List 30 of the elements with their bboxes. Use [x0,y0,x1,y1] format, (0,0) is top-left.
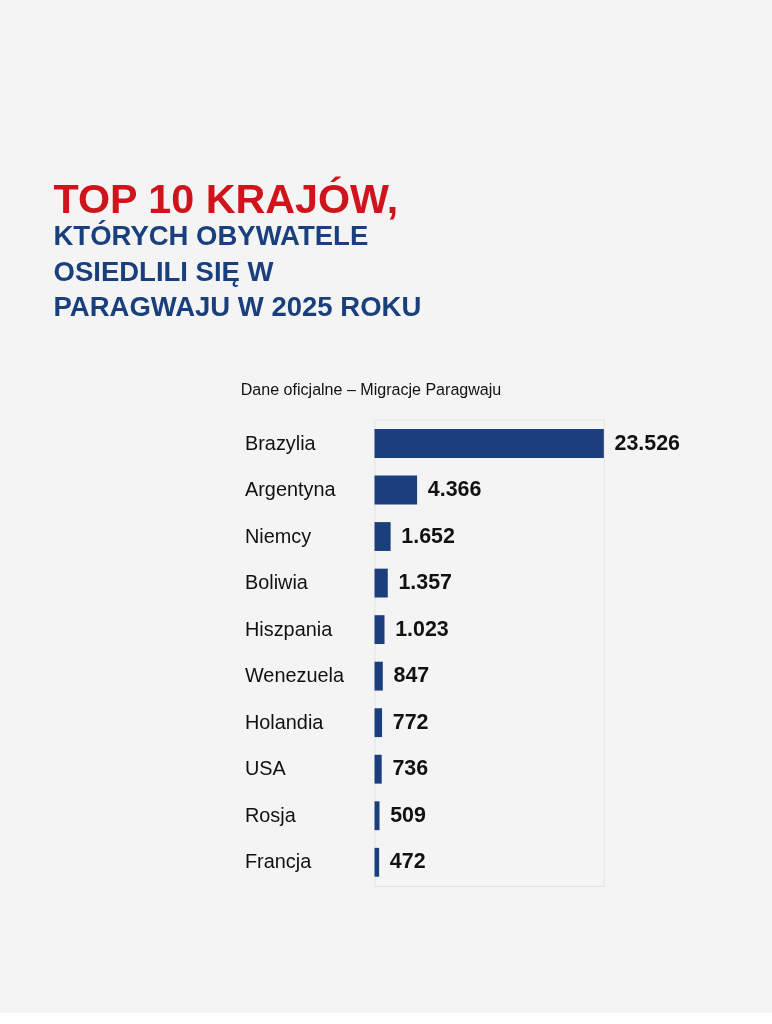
data-label: 847 [393,663,430,688]
data-label: 509 [390,802,426,827]
y-tick-label: USA [244,757,287,780]
y-tick-label: Argentyna [244,478,337,501]
bar [374,429,604,458]
chart-subtitle: KTÓRYCH OBYWATELE OSIEDLILI SIĘ W PARAGWAJU W 2025 ROKU [53,220,422,322]
data-label: 472 [389,849,426,874]
y-tick-label: Brazylia [244,431,317,454]
bar [374,475,418,505]
text: Dane oficjalne – Migracje Paragwaju [240,380,502,399]
bar [374,615,385,645]
bar [374,568,388,598]
y-tick-label: Hiszpania [244,617,334,640]
bar [374,708,383,738]
data-label: 23.526 [614,430,681,455]
data-label: 1.357 [398,570,452,595]
data-label: 736 [392,756,429,781]
y-tick-label: Rosja [244,803,297,826]
bar [374,661,383,691]
bar [374,522,391,551]
data-label: 1.023 [395,616,449,641]
bar [374,754,382,784]
data-label: 772 [392,709,429,734]
y-tick-label: Holandia [244,710,325,733]
y-tick-label: Wenezuela [244,664,345,687]
y-tick-label: Francja [244,850,313,873]
data-label: 1.652 [401,523,455,548]
y-tick-label: Niemcy [244,524,312,547]
y-tick-label: Boliwia [244,571,309,594]
data-label: 4.366 [427,477,482,502]
